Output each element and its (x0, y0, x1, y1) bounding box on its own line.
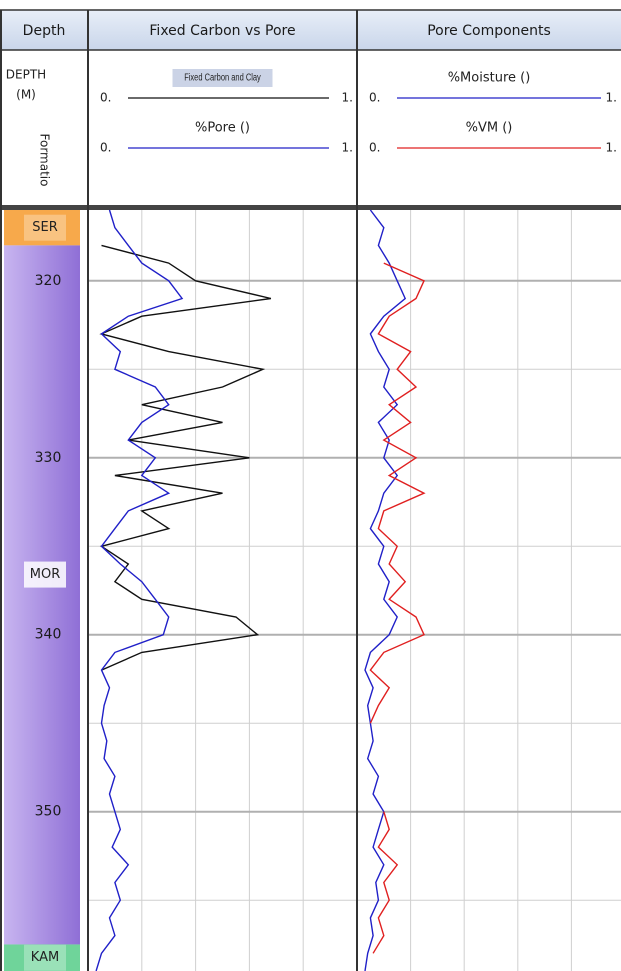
x-tick-label: 0. (100, 141, 111, 155)
formation-label: KAM (31, 950, 59, 965)
y-tick-label: 340 (35, 627, 62, 643)
depth-label: (M) (16, 88, 36, 102)
formation-band (4, 245, 80, 944)
x-tick-label: 0. (100, 91, 111, 105)
legend-name: %Moisture () (448, 71, 531, 86)
formation-header: Formatio (38, 134, 52, 187)
legend-name: %Pore () (195, 121, 250, 136)
track-title: Pore Components (427, 23, 551, 39)
x-tick-label: 1. (342, 91, 353, 105)
legend-name: Fixed Carbon and Clay (184, 72, 261, 83)
x-tick-label: 1. (342, 141, 353, 155)
well-log: Depth DEPTH (M) Formatio SER MOR KAM 320 330 340 3… (0, 0, 621, 971)
y-tick-label: 350 (35, 804, 62, 820)
x-tick-label: 1. (606, 91, 617, 105)
x-tick-label: 1. (606, 141, 617, 155)
curve (96, 210, 182, 971)
y-tick-label: 320 (35, 273, 62, 289)
x-tick-label: 0. (369, 141, 380, 155)
track-title: Fixed Carbon vs Pore (149, 23, 295, 39)
depth-label: DEPTH (6, 68, 46, 82)
column-title: Depth (23, 23, 66, 39)
legend-name: %VM () (466, 121, 513, 136)
formation-label: MOR (30, 567, 60, 582)
formation-label: SER (32, 220, 58, 235)
x-tick-label: 0. (369, 91, 380, 105)
y-tick-label: 330 (35, 450, 62, 466)
header-separator (0, 205, 621, 210)
curve (370, 263, 424, 723)
